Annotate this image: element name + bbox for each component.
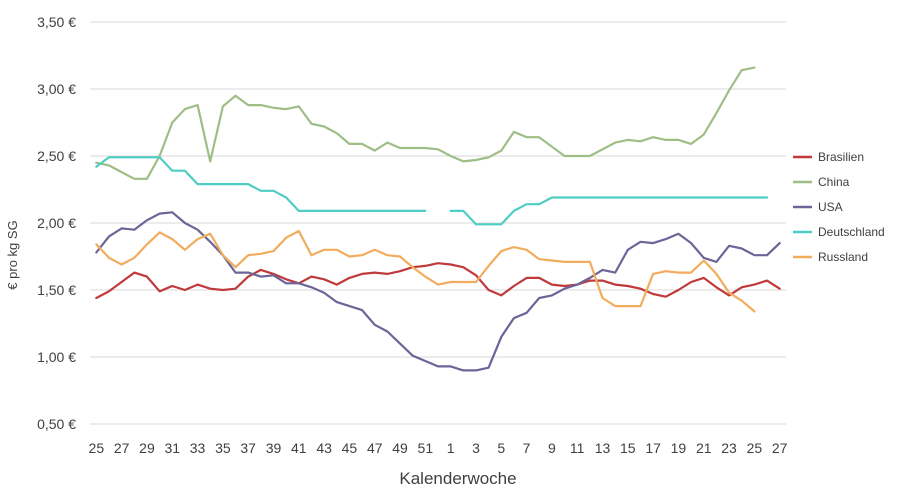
y-tick-label: 3,00 € [37, 81, 76, 97]
series-line-deutschland [95, 156, 427, 212]
y-tick-label: 3,50 € [37, 14, 76, 30]
x-tick-label: 1 [447, 440, 455, 456]
x-tick-label: 7 [523, 440, 531, 456]
x-tick-label: 43 [316, 440, 332, 456]
grid-lines [90, 21, 786, 358]
x-tick-label: 39 [266, 440, 282, 456]
x-tick-label: 9 [548, 440, 556, 456]
legend-label-brasilien: Brasilien [818, 150, 864, 164]
x-tick-label: 5 [497, 440, 505, 456]
x-tick-label: 13 [595, 440, 611, 456]
series-line-russland [95, 229, 756, 313]
y-tick-label: 0,50 € [37, 416, 76, 432]
x-tick-label: 27 [772, 440, 788, 456]
x-axis-title: Kalenderwoche [399, 469, 516, 488]
x-tick-label: 47 [367, 440, 383, 456]
series-line-brasilien [95, 262, 781, 300]
x-tick-label: 33 [190, 440, 206, 456]
legend-label-china: China [818, 175, 850, 189]
x-tick-label: 11 [570, 440, 585, 456]
y-tick-label: 1,50 € [37, 282, 76, 298]
x-tick-label: 21 [696, 440, 712, 456]
x-tick-label: 25 [89, 440, 105, 456]
y-tick-label: 2,50 € [37, 148, 76, 164]
legend: Brasilien China USA Deutschland Russland [793, 150, 885, 264]
y-axis-title: € pro kg SG [5, 220, 20, 289]
x-tick-label: 15 [620, 440, 636, 456]
x-tick-label: 19 [671, 440, 687, 456]
x-tick-label: 23 [721, 440, 737, 456]
x-tick-label: 27 [114, 440, 130, 456]
x-tick-label: 17 [645, 440, 661, 456]
y-tick-label: 1,00 € [37, 349, 76, 365]
x-tick-label: 3 [472, 440, 480, 456]
x-tick-label: 25 [747, 440, 763, 456]
x-tick-label: 49 [392, 440, 408, 456]
x-tick-label: 51 [418, 440, 434, 456]
y-tick-label: 2,00 € [37, 215, 76, 231]
x-tick-label: 31 [164, 440, 180, 456]
series-line-deutschland [449, 196, 769, 226]
x-tick-label: 41 [291, 440, 307, 456]
series-lines [95, 66, 781, 372]
x-tick-label: 35 [215, 440, 231, 456]
legend-label-usa: USA [818, 200, 843, 214]
x-tick-label: 45 [342, 440, 358, 456]
x-tick-label: 37 [240, 440, 256, 456]
series-line-china [95, 66, 756, 180]
series-line-usa [95, 211, 781, 372]
legend-label-russland: Russland [818, 250, 868, 264]
x-tick-label: 29 [139, 440, 155, 456]
y-axis-ticks: 0,50 € 1,00 € 1,50 € 2,00 € 2,50 € 3,00 € 3,50… [37, 14, 76, 432]
legend-label-deutschland: Deutschland [818, 225, 885, 239]
x-axis-ticks: 25 27 29 31 33 35 37 39 41 43 45 47 49 51 1 3 5 7 9 11 13 15 1… [89, 440, 788, 456]
